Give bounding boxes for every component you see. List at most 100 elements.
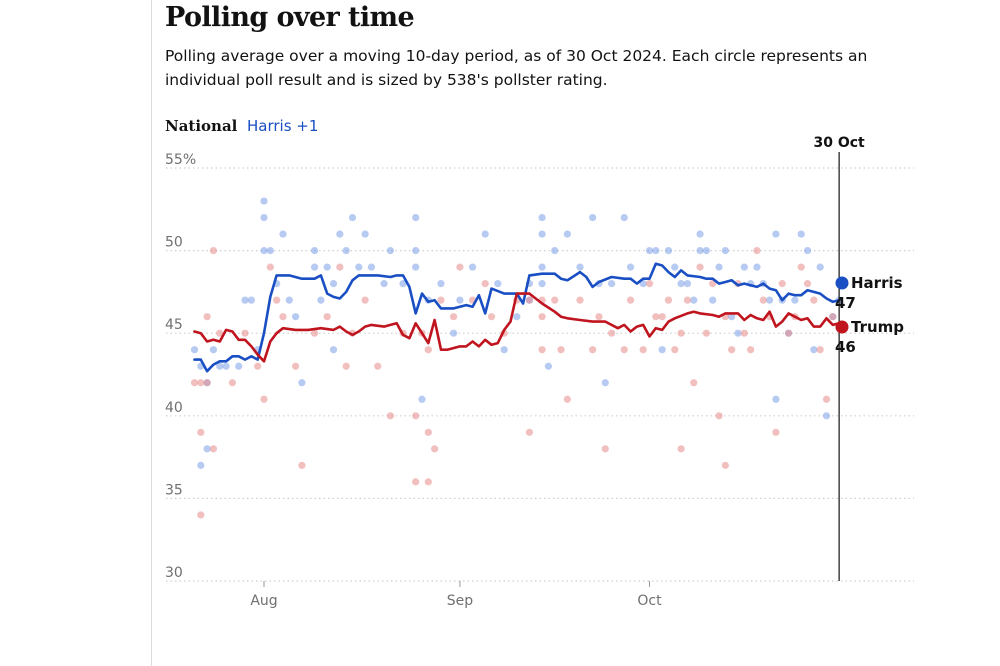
trump-poll-dot: [797, 263, 805, 271]
harris-poll-dot: [348, 213, 357, 222]
harris-poll-dot: [671, 263, 679, 271]
trump-poll-dot: [323, 313, 331, 321]
trump-average-line: [193, 292, 841, 363]
harris-poll-dot: [620, 213, 628, 222]
trump-poll-dot: [683, 296, 692, 304]
harris-poll-dot: [481, 230, 489, 238]
trump-poll-dot: [266, 263, 274, 271]
trump-poll-dot: [203, 379, 211, 387]
harris-poll-dot: [766, 296, 774, 304]
trump-poll-dot: [412, 412, 420, 420]
harris-poll-dot: [266, 247, 274, 255]
trump-poll-dot: [639, 346, 647, 354]
trump-poll-dot: [456, 263, 464, 271]
trump-poll-dot: [601, 445, 609, 453]
trump-poll-dot: [778, 280, 786, 288]
trump-poll-dot: [715, 412, 723, 420]
trump-poll-dot: [816, 346, 824, 354]
harris-poll-dot: [216, 362, 224, 370]
harris-poll-dot: [538, 213, 546, 222]
trump-poll-dot: [481, 280, 489, 288]
trump-poll-dot: [576, 296, 584, 304]
harris-poll-dot: [772, 230, 780, 238]
trump-poll-dot: [190, 379, 199, 387]
trump-poll-dot: [487, 313, 496, 321]
trump-poll-dot: [709, 280, 717, 288]
trump-poll-dot: [652, 313, 660, 321]
end-labels: Harris 47 Trump 46: [835, 274, 904, 356]
y-tick-label: 45: [165, 317, 183, 333]
page-title: Polling over time: [165, 2, 415, 33]
trump-poll-dot: [254, 362, 262, 370]
gridlines: [166, 167, 914, 582]
harris-poll-dot: [563, 230, 571, 238]
trump-poll-dot: [829, 313, 837, 321]
trump-poll-dot: [525, 428, 534, 436]
harris-poll-dot: [626, 263, 635, 271]
harris-poll-dot: [538, 230, 546, 238]
harris-poll-dot: [690, 296, 698, 304]
trump-poll-dot: [759, 296, 767, 304]
harris-poll-dot: [544, 362, 553, 370]
harris-poll-dot: [190, 346, 199, 354]
chart-subtitle: Polling average over a moving 10-day per…: [165, 47, 868, 89]
harris-poll-dot: [740, 263, 748, 271]
y-axis-labels: 30 35 40 45 50 55%: [165, 152, 196, 581]
trump-poll-dot: [626, 296, 635, 304]
harris-poll-dot: [468, 263, 477, 271]
harris-poll-dot: [734, 329, 742, 337]
trump-legend-dot: [835, 320, 849, 334]
harris-poll-dot: [247, 296, 255, 304]
harris-poll-dot: [810, 346, 818, 354]
harris-poll-dot: [260, 213, 268, 222]
harris-poll-dot: [702, 247, 711, 255]
harris-poll-dot: [342, 247, 350, 255]
harris-end-value: 47: [835, 294, 856, 312]
trump-poll-dot: [203, 313, 211, 321]
trump-poll-dot: [361, 296, 369, 304]
harris-poll-dot: [753, 263, 761, 271]
x-tick-label: Aug: [250, 593, 277, 609]
harris-poll-dot: [412, 213, 420, 222]
harris-poll-dot: [639, 280, 647, 288]
y-tick-label: 40: [165, 400, 183, 416]
harris-poll-dot: [696, 247, 704, 255]
trump-poll-dot: [241, 329, 249, 337]
harris-poll-dot: [658, 346, 666, 354]
harris-poll-dot: [816, 263, 824, 271]
trump-poll-dot: [228, 379, 236, 387]
trump-poll-dot: [810, 296, 818, 304]
y-tick-label: 55%: [165, 152, 196, 168]
harris-poll-dot: [822, 412, 831, 420]
harris-poll-dot: [317, 296, 325, 304]
harris-poll-dot: [329, 346, 338, 354]
harris-poll-dot: [386, 247, 394, 255]
trump-poll-dot: [386, 412, 394, 420]
trump-poll-dot: [292, 362, 300, 370]
trump-poll-dot: [702, 329, 711, 337]
trump-poll-dot: [563, 395, 571, 403]
harris-poll-dot: [209, 346, 218, 354]
harris-poll-dot: [355, 263, 363, 271]
trump-poll-dot: [772, 428, 780, 436]
harris-poll-dot: [310, 247, 319, 255]
trump-poll-dot: [412, 478, 420, 486]
trump-poll-dot: [557, 346, 565, 354]
page-left-border: [151, 0, 152, 666]
harris-poll-dot: [728, 313, 736, 321]
x-tick-label: Oct: [637, 593, 662, 609]
harris-poll-dot: [500, 346, 508, 354]
trump-poll-dot: [424, 478, 432, 486]
trump-poll-dot: [696, 263, 704, 271]
x-tick-label: Sep: [447, 593, 474, 609]
trump-poll-dot: [450, 313, 458, 321]
harris-poll-dot: [310, 263, 319, 271]
y-tick-label: 35: [165, 482, 183, 498]
trump-poll-dot: [595, 313, 603, 321]
harris-poll-dot: [601, 379, 609, 387]
trump-poll-dot: [374, 362, 382, 370]
harris-poll-dot: [367, 263, 376, 271]
trump-end-name: Trump: [851, 318, 904, 336]
trump-poll-dot: [298, 461, 306, 469]
harris-poll-dot: [336, 230, 344, 238]
